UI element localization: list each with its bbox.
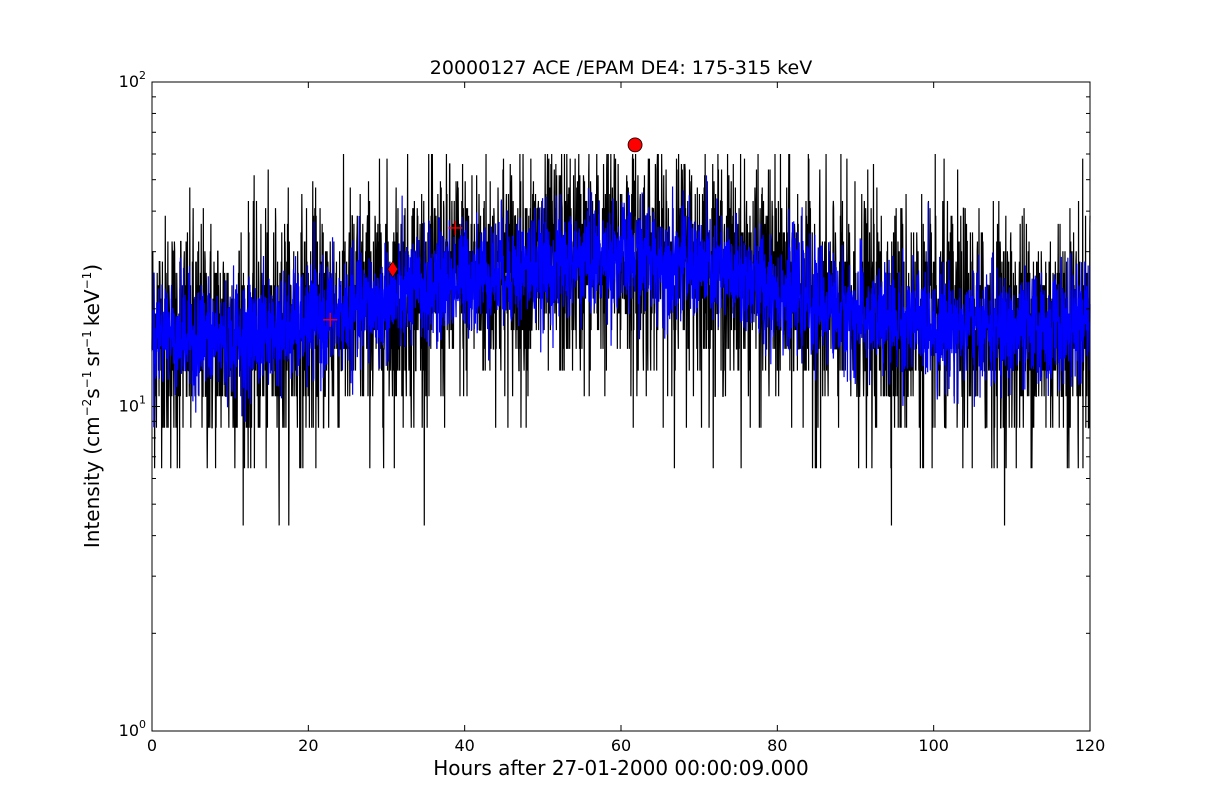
- chart-title: 20000127 ACE /EPAM DE4: 175-315 keV: [430, 57, 812, 79]
- y-label-suffix: ): [80, 264, 104, 272]
- x-tick-label: 20: [298, 736, 318, 755]
- y-label-mid3: keV: [80, 289, 104, 326]
- y-tick-label: 100: [119, 718, 146, 740]
- y-label-sup4: −1: [80, 272, 94, 290]
- y-tick-label: 101: [119, 394, 146, 416]
- x-axis-ticks: 0 20 40 60 80 100 120: [147, 82, 1105, 755]
- marker-plus-2: [448, 220, 463, 235]
- x-axis-label: Hours after 27-01-2000 00:00:09.000: [433, 756, 809, 780]
- series-raw-line: [151, 153, 1091, 526]
- x-tick-label: 40: [454, 736, 474, 755]
- x-tick-label: 80: [767, 736, 787, 755]
- y-label-mid1: s: [80, 388, 104, 398]
- marker-circle-3: [627, 137, 643, 153]
- plot-area: [151, 137, 1091, 526]
- marker-diamond-1: [387, 260, 399, 278]
- y-label-prefix: Intensity (cm: [80, 416, 104, 548]
- y-label-sup2: −1: [80, 371, 94, 389]
- marker-plus-0: [323, 312, 338, 327]
- series-smoothed-line: [151, 175, 1091, 428]
- y-axis-label: Intensity (cm−2s−1sr−1keV−1): [80, 264, 104, 548]
- y-axis-ticks: 100 101 102: [119, 69, 1090, 740]
- y-tick-label: 102: [119, 69, 146, 91]
- x-tick-label: 0: [147, 736, 157, 755]
- x-tick-label: 120: [1075, 736, 1106, 755]
- x-tick-label: 60: [611, 736, 631, 755]
- y-label-mid2: sr: [80, 347, 104, 366]
- y-label-sup3: −1: [80, 330, 94, 348]
- x-tick-label: 100: [918, 736, 949, 755]
- y-label-sup1: −2: [80, 399, 94, 417]
